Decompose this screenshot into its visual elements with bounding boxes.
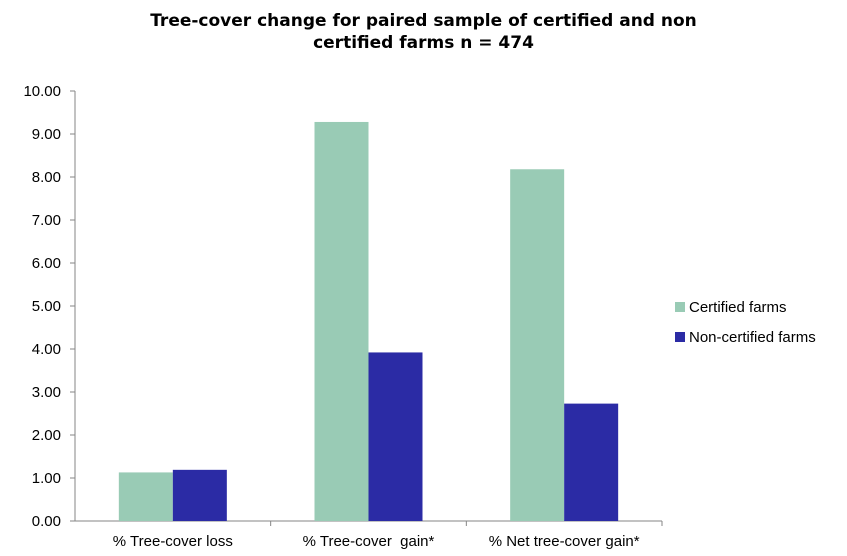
bar-certified <box>314 121 369 522</box>
bar-non-certified <box>368 352 423 521</box>
x-tick-label: % Net tree-cover gain* <box>489 533 640 550</box>
y-tick-label: 9.00 <box>32 126 61 143</box>
x-tick-label: % Tree-cover gain* <box>303 533 435 550</box>
legend-item-certified: Certified farms <box>675 292 816 322</box>
chart-title-line-2: certified farms n = 474 <box>313 33 534 53</box>
legend: Certified farms Non-certified farms <box>675 292 816 352</box>
legend-label-non-certified: Non-certified farms <box>689 328 816 346</box>
chart-title-line-1: Tree-cover change for paired sample of c… <box>150 11 697 31</box>
y-tick-label: 2.00 <box>32 427 61 444</box>
x-tick-label: % Tree-cover loss <box>113 533 233 550</box>
chart-title: Tree-cover change for paired sample of c… <box>0 10 847 54</box>
y-tick-label: 10.00 <box>23 83 61 100</box>
y-tick-label: 4.00 <box>32 341 61 358</box>
legend-swatch-non-certified <box>675 332 685 342</box>
y-tick-label: 3.00 <box>32 384 61 401</box>
bar-non-certified <box>172 469 227 521</box>
y-tick-label: 8.00 <box>32 169 61 186</box>
y-tick-label: 5.00 <box>32 298 61 315</box>
legend-swatch-certified <box>675 302 685 312</box>
legend-item-non-certified: Non-certified farms <box>675 322 816 352</box>
bar-non-certified <box>564 403 619 521</box>
y-tick-label: 7.00 <box>32 212 61 229</box>
legend-label-certified: Certified farms <box>689 298 787 316</box>
bar-certified <box>118 472 173 521</box>
y-tick-label: 0.00 <box>32 513 61 530</box>
y-tick-label: 6.00 <box>32 255 61 272</box>
bar-certified <box>510 169 565 521</box>
y-tick-label: 1.00 <box>32 470 61 487</box>
